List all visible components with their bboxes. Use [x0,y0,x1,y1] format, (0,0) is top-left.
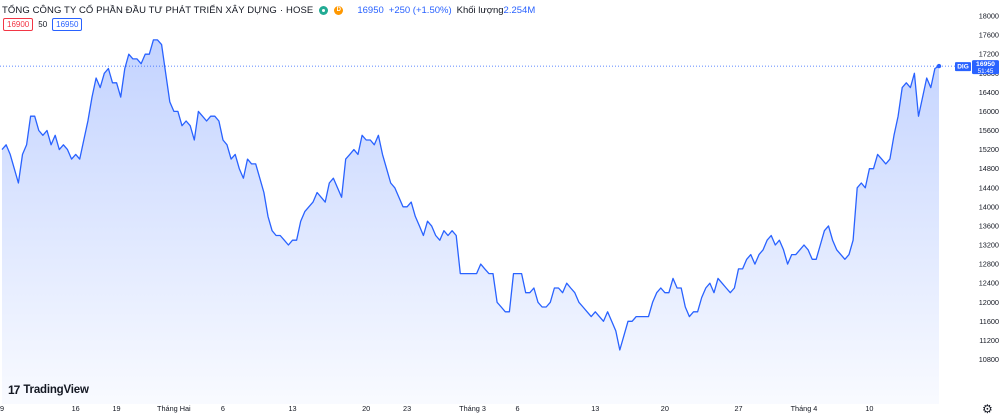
y-tick-label: 18000 [979,12,999,21]
volume-label: Khối lượng [456,4,504,16]
x-tick-label: 6 [221,404,225,413]
symbol-title[interactable]: TỔNG CÔNG TY CỔ PHẦN ĐẦU TƯ PHÁT TRIỂN X… [2,4,277,16]
symbol-tag [955,62,971,72]
y-tick-label: 13600 [979,221,999,230]
price-change: +250 (+1.50%) [388,4,452,16]
time-axis[interactable]: 9 16 19 Tháng Hai 6 13 20 23 Tháng 3 6 13 20 27 Tháng… [0,404,874,413]
y-tick-label: 16400 [979,88,999,97]
y-tick-label: 14400 [979,183,999,192]
y-tick-label: 12400 [979,279,999,288]
y-tick-label: 12800 [979,260,999,269]
price-line[interactable] [1,39,940,351]
last-price: 16950 [357,4,384,16]
y-tick-label: 11600 [979,317,999,326]
chart-header: TỔNG CÔNG TY CỔ PHẦN ĐẦU TƯ PHÁT TRIỂN X… [2,3,535,17]
x-tick-label: 23 [403,404,411,413]
bar-countdown: 51:45 [978,68,994,75]
x-tick-label: 27 [734,404,742,413]
y-tick-label: 12000 [979,298,999,307]
bid-price[interactable]: 16900 [3,17,34,31]
x-tick-label: Tháng 3 [459,404,486,413]
market-status-icon[interactable] [319,5,329,15]
x-tick-label: 20 [362,404,370,413]
y-tick-label: 10800 [979,355,999,364]
exchange-label: HOSE [286,4,314,16]
title-separator: · [279,4,284,16]
x-tick-label: 19 [113,404,121,413]
ask-price[interactable]: 16950 [52,17,83,31]
y-tick-label: 13200 [979,241,999,250]
x-tick-label: Tháng Hai [157,404,191,413]
x-tick-label: 13 [288,404,296,413]
y-tick-label: 17600 [979,31,999,40]
last-price-tag-value: 16950 [976,61,995,68]
x-tick-label: 9 [0,404,4,413]
tradingview-logo[interactable]: 17 TradingView [8,383,89,397]
y-tick-label: 16000 [979,107,999,116]
quote-row: 16900 50 16950 [3,17,83,31]
last-price-dot [936,63,942,69]
spread-value: 50 [38,19,48,29]
x-tick-label: Tháng 4 [791,404,818,413]
settings-gear-icon[interactable]: ⚙ [982,402,993,416]
area-fill [2,39,939,405]
tradingview-mark-icon: 17 [8,383,20,397]
x-tick-label: 16 [72,404,80,413]
delayed-data-badge[interactable]: D [334,5,344,15]
x-tick-label: 20 [661,404,669,413]
volume-value: 2.254M [503,4,536,16]
y-tick-label: 14800 [979,164,999,173]
x-tick-label: 13 [591,404,599,413]
y-tick-label: 15200 [979,145,999,154]
x-tick-label: 10 [865,404,873,413]
last-price-tag [972,60,999,75]
x-tick-label: 6 [516,404,520,413]
y-tick-label: 17200 [979,50,999,59]
y-tick-label: 11200 [979,336,999,345]
y-tick-label: 15600 [979,126,999,135]
tradingview-wordmark: TradingView [23,384,89,396]
price-axis[interactable]: 10800 11200 11600 12000 12400 12800 13200 13600… [979,12,999,365]
symbol-tag-text: DIG [957,64,969,71]
y-tick-label: 14000 [979,202,999,211]
